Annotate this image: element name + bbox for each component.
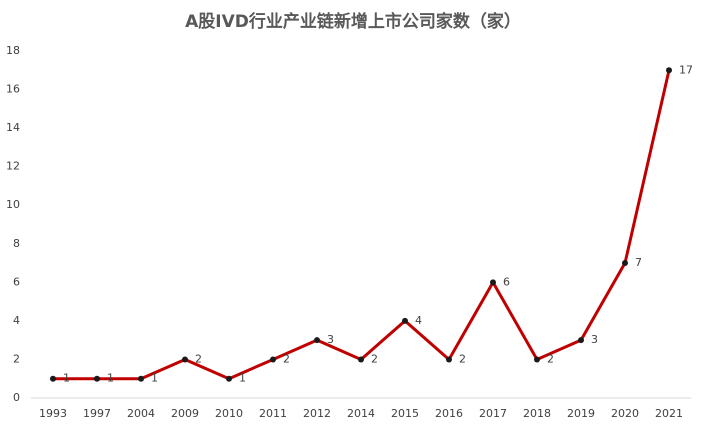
x-tick-label: 2012 bbox=[303, 407, 331, 420]
data-point bbox=[226, 375, 232, 382]
x-tick-label: 1993 bbox=[39, 407, 67, 420]
data-label: 2 bbox=[195, 352, 202, 365]
y-tick-label: 8 bbox=[13, 237, 20, 250]
data-point bbox=[534, 356, 540, 363]
data-label: 1 bbox=[239, 372, 246, 385]
y-tick-label: 0 bbox=[13, 391, 20, 404]
x-tick-label: 2020 bbox=[611, 407, 639, 420]
data-point bbox=[182, 356, 188, 363]
data-label: 2 bbox=[547, 352, 554, 365]
chart-title: A股IVD行业产业链新增上市公司家数（家） bbox=[185, 11, 521, 32]
y-tick-label: 6 bbox=[13, 275, 20, 288]
y-tick-label: 14 bbox=[6, 121, 20, 134]
data-label: 2 bbox=[459, 352, 466, 365]
y-tick-label: 16 bbox=[6, 83, 20, 96]
data-point bbox=[314, 337, 320, 344]
data-point bbox=[666, 67, 672, 74]
data-point bbox=[402, 317, 408, 324]
data-label: 4 bbox=[415, 314, 422, 327]
data-point bbox=[138, 375, 144, 382]
x-tick-label: 2016 bbox=[435, 407, 463, 420]
x-tick-label: 2019 bbox=[567, 407, 595, 420]
x-tick-label: 2021 bbox=[655, 407, 683, 420]
x-tick-label: 2009 bbox=[171, 407, 199, 420]
y-tick-label: 18 bbox=[6, 44, 20, 57]
data-point bbox=[270, 356, 276, 363]
y-tick-label: 2 bbox=[13, 352, 20, 365]
x-tick-label: 2011 bbox=[259, 407, 287, 420]
data-label: 6 bbox=[503, 275, 510, 288]
x-tick-label: 2015 bbox=[391, 407, 419, 420]
data-label: 1 bbox=[151, 372, 158, 385]
data-label: 1 bbox=[63, 372, 70, 385]
data-label: 7 bbox=[635, 256, 642, 269]
x-tick-label: 1997 bbox=[83, 407, 111, 420]
data-point bbox=[94, 375, 100, 382]
data-label: 3 bbox=[591, 333, 598, 346]
data-point bbox=[50, 375, 56, 382]
x-tick-label: 2014 bbox=[347, 407, 375, 420]
y-tick-label: 4 bbox=[13, 314, 20, 327]
data-point bbox=[358, 356, 364, 363]
data-label: 3 bbox=[327, 333, 334, 346]
data-label: 1 bbox=[107, 372, 114, 385]
y-tick-label: 12 bbox=[6, 160, 20, 173]
data-label: 2 bbox=[371, 352, 378, 365]
x-tick-label: 2018 bbox=[523, 407, 551, 420]
x-tick-label: 2004 bbox=[127, 407, 155, 420]
data-point bbox=[490, 279, 496, 286]
x-tick-label: 2010 bbox=[215, 407, 243, 420]
data-label: 17 bbox=[679, 63, 693, 76]
y-tick-label: 10 bbox=[6, 198, 20, 211]
data-point bbox=[622, 260, 628, 267]
x-tick-label: 2017 bbox=[479, 407, 507, 420]
data-line bbox=[53, 69, 671, 381]
data-point bbox=[446, 356, 452, 363]
data-label: 2 bbox=[283, 352, 290, 365]
data-point bbox=[578, 337, 584, 344]
